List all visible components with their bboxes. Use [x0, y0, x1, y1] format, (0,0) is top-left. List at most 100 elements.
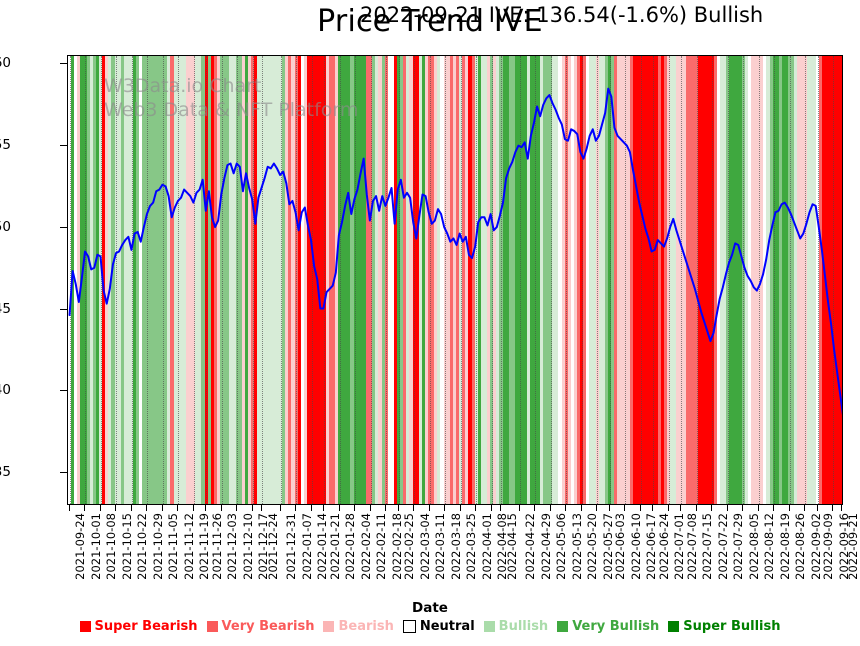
- sentiment-band: [440, 56, 445, 504]
- x-tick-mark: [115, 505, 117, 511]
- x-tick-mark: [549, 505, 551, 511]
- sentiment-band: [729, 56, 733, 504]
- x-tick-mark: [161, 505, 163, 511]
- sentiment-band: [682, 56, 687, 504]
- sentiment-band: [483, 56, 488, 504]
- sentiment-band: [822, 56, 826, 504]
- sentiment-band: [164, 56, 168, 504]
- sentiment-band: [778, 56, 783, 504]
- x-tick-mark: [369, 505, 371, 511]
- sentiment-band: [86, 56, 91, 504]
- legend-label: Bearish: [338, 619, 394, 634]
- sentiment-band: [645, 56, 650, 504]
- sentiment-band: [583, 56, 587, 504]
- legend-item[interactable]: Bullish: [483, 619, 548, 634]
- x-tick-mark: [220, 505, 222, 511]
- sentiment-band: [431, 56, 435, 504]
- sentiment-band: [170, 56, 175, 504]
- sentiment-band: [285, 56, 289, 504]
- x-tick-label: 2022-01-21: [327, 513, 342, 580]
- sentiment-band: [539, 56, 544, 504]
- sentiment-band: [620, 56, 625, 504]
- sentiment-band: [527, 56, 532, 504]
- x-tick-label: 2022-03-18: [448, 513, 463, 580]
- sentiment-band: [819, 56, 823, 504]
- x-tick-label: 2021-12-24: [265, 513, 280, 580]
- sentiment-band: [241, 56, 246, 504]
- x-tick-label: 2021-10-08: [104, 513, 119, 580]
- sentiment-band: [648, 56, 653, 504]
- sentiment-band: [198, 56, 203, 504]
- sentiment-band: [480, 56, 485, 504]
- y-axis-label: IVE: [0, 277, 4, 299]
- sentiment-band: [288, 56, 293, 504]
- sentiment-band: [502, 56, 507, 504]
- sentiment-band: [263, 56, 268, 504]
- sentiment-band: [567, 56, 572, 504]
- price-line-series: [68, 87, 842, 416]
- x-tick-label: 2022-09-09: [821, 513, 836, 580]
- sentiment-band: [775, 56, 780, 504]
- sentiment-band: [123, 56, 128, 504]
- x-tick-label: 2022-05-20: [585, 513, 600, 580]
- sentiment-band: [303, 56, 308, 504]
- sentiment-band: [365, 56, 370, 504]
- y-tick-label: 145: [0, 300, 11, 317]
- legend-label: Very Bearish: [221, 619, 315, 634]
- x-tick-mark: [711, 505, 713, 511]
- sentiment-band: [120, 56, 125, 504]
- legend-item[interactable]: Very Bearish: [206, 619, 315, 634]
- sentiment-band: [505, 56, 510, 504]
- legend-item[interactable]: Super Bearish: [79, 619, 198, 634]
- x-tick-label: 2022-03-25: [464, 513, 479, 580]
- legend-swatch-icon: [668, 621, 680, 632]
- x-tick-label: 2022-07-15: [700, 513, 715, 580]
- sentiment-band: [269, 56, 274, 504]
- sentiment-band: [381, 56, 386, 504]
- sentiment-band: [552, 56, 556, 504]
- sentiment-band: [589, 56, 594, 504]
- sentiment-band: [300, 56, 305, 504]
- sentiment-band: [546, 56, 550, 504]
- sentiment-band: [95, 56, 100, 504]
- x-tick-mark: [444, 505, 446, 511]
- x-tick-mark: [413, 505, 415, 511]
- sentiment-band: [657, 56, 662, 504]
- x-tick-mark: [177, 505, 179, 511]
- x-tick-mark: [580, 505, 582, 511]
- sentiment-band: [409, 56, 414, 504]
- y-tick-label: 150: [0, 218, 11, 235]
- x-tick-mark: [130, 505, 132, 511]
- x-tick-label: 2022-02-04: [358, 513, 373, 580]
- sentiment-band: [341, 56, 345, 504]
- sentiment-band: [378, 56, 383, 504]
- sentiment-band: [372, 56, 376, 504]
- sentiment-band: [189, 56, 193, 504]
- sentiment-band: [167, 56, 172, 504]
- sentiment-band: [344, 56, 348, 504]
- legend-item[interactable]: Neutral: [402, 619, 475, 634]
- legend-item[interactable]: Very Bullish: [557, 619, 659, 634]
- x-tick-mark: [565, 505, 567, 511]
- sentiment-band: [732, 56, 736, 504]
- sentiment-band: [254, 56, 258, 504]
- legend-swatch-icon: [483, 621, 495, 632]
- sentiment-band: [216, 56, 221, 504]
- sentiment-band: [232, 56, 237, 504]
- sentiment-band: [142, 56, 147, 504]
- x-tick-mark: [773, 505, 775, 511]
- sentiment-band: [837, 56, 842, 504]
- y-tick-label: 135: [0, 464, 11, 481]
- sentiment-band: [375, 56, 379, 504]
- y-tick-mark: [60, 226, 67, 228]
- x-tick-mark: [68, 505, 70, 511]
- sentiment-band: [577, 56, 581, 504]
- legend-item[interactable]: Bearish: [323, 619, 394, 634]
- sentiment-band: [654, 56, 659, 504]
- sentiment-band: [151, 56, 156, 504]
- x-tick-mark: [261, 505, 262, 511]
- sentiment-band: [626, 56, 631, 504]
- legend-item[interactable]: Super Bullish: [668, 619, 781, 634]
- sentiment-band: [670, 56, 674, 504]
- sentiment-band: [266, 56, 271, 504]
